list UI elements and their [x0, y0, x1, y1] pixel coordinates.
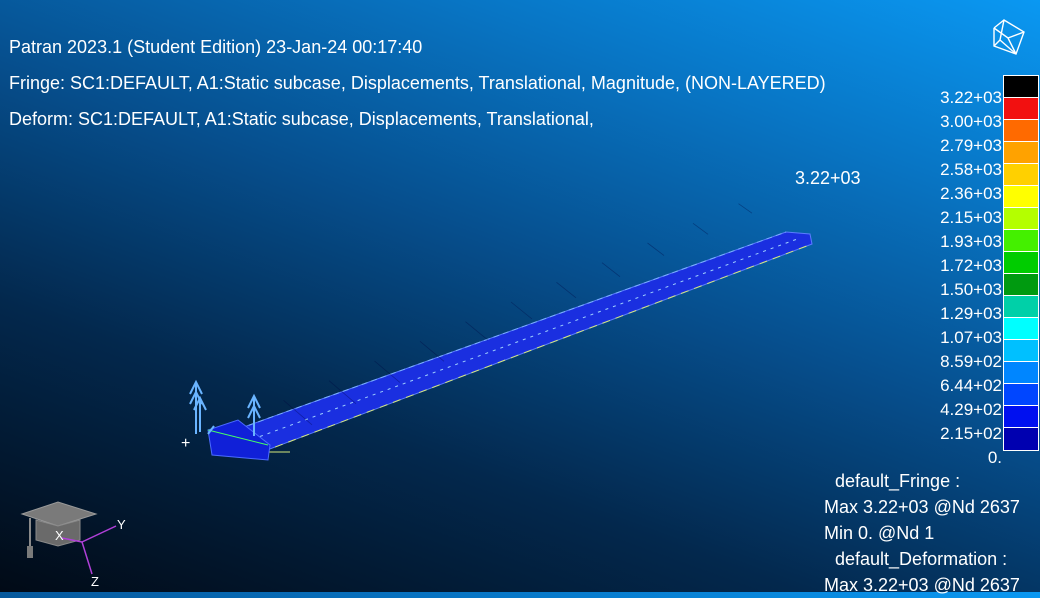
legend-swatch [1004, 164, 1038, 186]
max-value-marker: 3.22+03 [795, 168, 861, 188]
legend-label: 2.58+03 [940, 160, 1002, 179]
mesh-element-edge [692, 223, 709, 235]
legend-swatch [1004, 318, 1038, 340]
legend-swatch [1004, 340, 1038, 362]
mesh-element-edge [419, 341, 445, 362]
legend-swatch [1004, 120, 1038, 142]
legend-label: 1.50+03 [940, 280, 1002, 299]
legend-label: 1.72+03 [940, 256, 1002, 275]
legend-label: 4.29+02 [940, 400, 1002, 419]
legend-swatch [1004, 186, 1038, 208]
legend-label: 2.79+03 [940, 136, 1002, 155]
mesh-element-edge [510, 301, 533, 320]
legend-swatch [1004, 252, 1038, 274]
axis-x-label: X [55, 528, 64, 543]
legend-swatch [1004, 428, 1038, 450]
deform-summary-max: Max 3.22+03 @Nd 2637 [824, 575, 1020, 595]
legend-label: 0. [987, 448, 1002, 467]
mesh-element-edge [465, 321, 489, 341]
legend-swatch [1004, 76, 1038, 98]
results-summary: default_Fringe : Max 3.22+03 @Nd 2637 Mi… [824, 468, 1020, 598]
legend-label: 1.07+03 [940, 328, 1002, 347]
view-cube-icon[interactable] [990, 18, 1028, 58]
fringe-description-text: Fringe: SC1:DEFAULT, A1:Static subcase, … [9, 73, 826, 93]
mesh-element-edge [556, 282, 577, 299]
mesh-element-edge [647, 242, 665, 256]
legend-swatch [1004, 406, 1038, 428]
fringe-summary-max: Max 3.22+03 @Nd 2637 [824, 497, 1020, 517]
constraint-arrows [189, 379, 261, 436]
fringe-summary-min: Min 0. @Nd 1 [824, 523, 935, 543]
mesh-element-edge [601, 262, 621, 277]
legend-label: 6.44+02 [940, 376, 1002, 395]
legend-swatch [1004, 296, 1038, 318]
coordinate-axis-widget: X Y Z [18, 498, 138, 592]
legend-label: 3.22+03 [940, 88, 1002, 107]
axis-z-label: Z [91, 574, 99, 589]
origin-marker: + [181, 435, 191, 452]
mesh-element-edge [738, 203, 753, 214]
axis-y-label: Y [117, 517, 126, 532]
legend-label: 8.59+02 [940, 352, 1002, 371]
legend-label: 2.15+03 [940, 208, 1002, 227]
legend-label: 2.15+02 [940, 424, 1002, 443]
patran-title-text: Patran 2023.1 (Student Edition) 23-Jan-2… [9, 37, 423, 57]
legend-swatch [1004, 384, 1038, 406]
mesh-element-edge [283, 400, 313, 426]
deformed-fringe-beam [283, 203, 753, 426]
fringe-color-legend [1003, 75, 1039, 451]
legend-label: 3.00+03 [940, 112, 1002, 131]
legend-swatch [1004, 142, 1038, 164]
legend-label: 1.29+03 [940, 304, 1002, 323]
mesh-element-edge [374, 360, 401, 383]
legend-swatch [1004, 230, 1038, 252]
legend-label: 2.36+03 [940, 184, 1002, 203]
undeformed-mesh [228, 231, 813, 453]
legend-swatch [1004, 274, 1038, 296]
legend-swatch [1004, 208, 1038, 230]
legend-label: 1.93+03 [940, 232, 1002, 251]
deform-description-text: Deform: SC1:DEFAULT, A1:Static subcase, … [9, 109, 594, 129]
mortarboard-axis-icon [20, 501, 117, 575]
deform-summary-title: default_Deformation : [835, 549, 1008, 569]
legend-swatch [1004, 362, 1038, 384]
mesh-element-edge [328, 380, 357, 404]
beam-root-block [207, 419, 271, 461]
legend-swatch [1004, 98, 1038, 120]
fringe-summary-title: default_Fringe : [835, 471, 961, 491]
